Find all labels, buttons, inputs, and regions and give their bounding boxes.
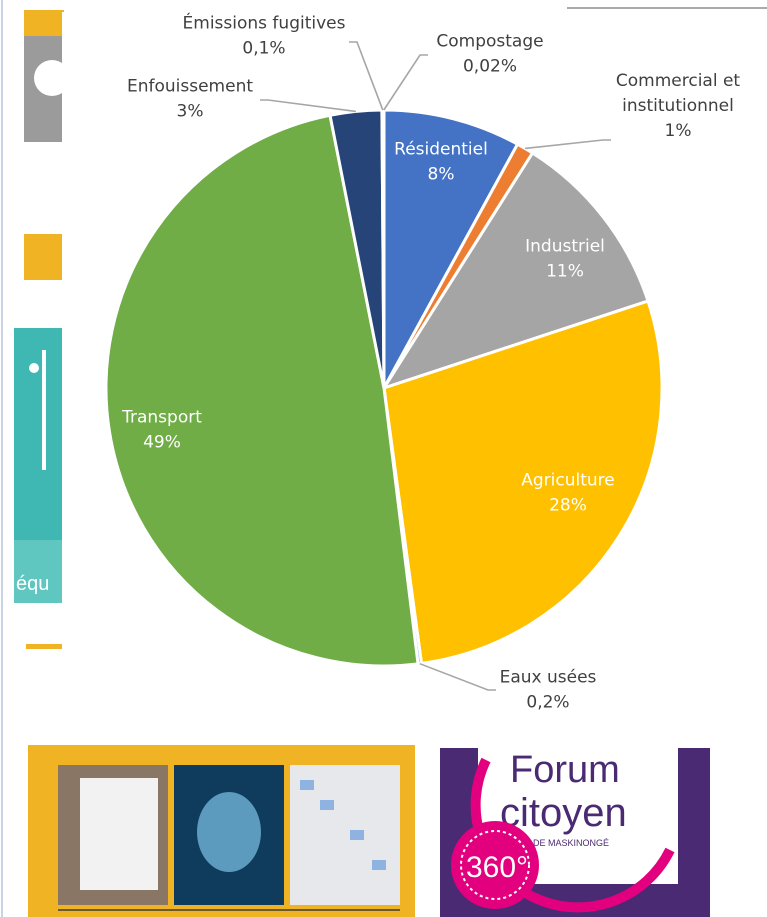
slice-value-emissions-fugitives: 0,1% bbox=[242, 39, 285, 59]
slice-label-industriel: Industriel 11% bbox=[525, 237, 605, 282]
slice-value-enfouissement: 3% bbox=[177, 102, 204, 122]
slice-name-industriel: Industriel bbox=[525, 237, 605, 257]
left-banner-text: équ bbox=[16, 573, 49, 595]
sticky-notes-3 bbox=[350, 830, 364, 840]
slice-name-residentiel: Résidentiel bbox=[394, 140, 488, 160]
slice-label-transport: Transport 49% bbox=[121, 408, 202, 453]
lightbulb-icon bbox=[197, 792, 261, 872]
badge-360-inner bbox=[460, 830, 530, 900]
top-left-gold-strip bbox=[24, 10, 64, 36]
pie-slices bbox=[104, 108, 664, 668]
leader-line-enfouissement bbox=[260, 99, 356, 113]
slice-label-emissions-fugitives: Émissions fugitives 0,1% bbox=[183, 12, 346, 59]
slice-label-compostage: Compostage 0,02% bbox=[436, 32, 543, 77]
sticky-notes-2 bbox=[320, 800, 334, 810]
pie-slice-residentiel bbox=[382, 108, 520, 389]
leader-lines bbox=[260, 41, 611, 691]
slice-name-enfouissement: Enfouissement bbox=[127, 77, 253, 97]
slice-label-enfouissement: Enfouissement 3% bbox=[127, 77, 253, 122]
forum-ring bbox=[470, 757, 675, 913]
leader-line-commercial-et-institutionnel bbox=[525, 139, 611, 150]
slice-name-agriculture: Agriculture bbox=[521, 471, 615, 491]
pie-slice-agriculture bbox=[382, 299, 664, 666]
slice-labels: Résidentiel 8% Commercial et institutionnel… bbox=[121, 12, 740, 713]
slice-label-residentiel: Résidentiel 8% bbox=[394, 140, 488, 185]
slice-name-emissions-fugitives: Émissions fugitives bbox=[183, 12, 346, 34]
slice-name-commercial-et-institutionnel: Commercial et bbox=[616, 71, 741, 91]
slice-name-eaux-usees: Eaux usées bbox=[500, 668, 597, 688]
slice-value-compostage: 0,02% bbox=[463, 57, 517, 77]
slice-value-agriculture: 28% bbox=[549, 496, 587, 516]
slice-name-commercial-et-institutionnel: institutionnel bbox=[622, 96, 734, 116]
leader-line-compostage bbox=[383, 54, 428, 111]
leader-line-emissions-fugitives bbox=[349, 41, 384, 111]
slice-label-eaux-usees: Eaux usées 0,2% bbox=[500, 668, 597, 713]
slice-label-commercial-et-institutionnel: Commercial et institutionnel 1% bbox=[616, 71, 741, 141]
slice-label-agriculture: Agriculture 28% bbox=[521, 471, 615, 516]
sticky-notes bbox=[300, 780, 314, 790]
pie-slice-industriel bbox=[380, 150, 650, 391]
badge-360-icon bbox=[451, 821, 539, 909]
forum-subtitle: MRC DE MASKINONGÉ bbox=[510, 838, 609, 848]
gold-dash bbox=[26, 644, 62, 649]
leader-line-eaux-usees bbox=[419, 662, 496, 691]
forum-title-line1: Forum bbox=[510, 749, 620, 791]
slice-name-compostage: Compostage bbox=[436, 32, 543, 52]
top-left-logo-shape bbox=[34, 60, 70, 96]
badge-360-text: 360° bbox=[466, 851, 528, 884]
slice-value-commercial-et-institutionnel: 1% bbox=[665, 121, 692, 141]
slice-value-residentiel: 8% bbox=[428, 165, 455, 185]
gold-block bbox=[24, 234, 64, 280]
sticky-notes-4 bbox=[372, 860, 386, 870]
pie-slice-transport bbox=[104, 113, 420, 668]
slice-name-transport: Transport bbox=[121, 408, 202, 428]
thumbnail-desk-paper bbox=[80, 778, 158, 890]
left-teal-banner-lower bbox=[14, 540, 64, 603]
slice-value-industriel: 11% bbox=[546, 262, 584, 282]
slice-value-transport: 49% bbox=[143, 433, 181, 453]
lamp-head-icon bbox=[29, 363, 39, 373]
forum-title-line2: citoyen bbox=[500, 791, 627, 835]
slice-value-eaux-usees: 0,2% bbox=[526, 693, 569, 713]
